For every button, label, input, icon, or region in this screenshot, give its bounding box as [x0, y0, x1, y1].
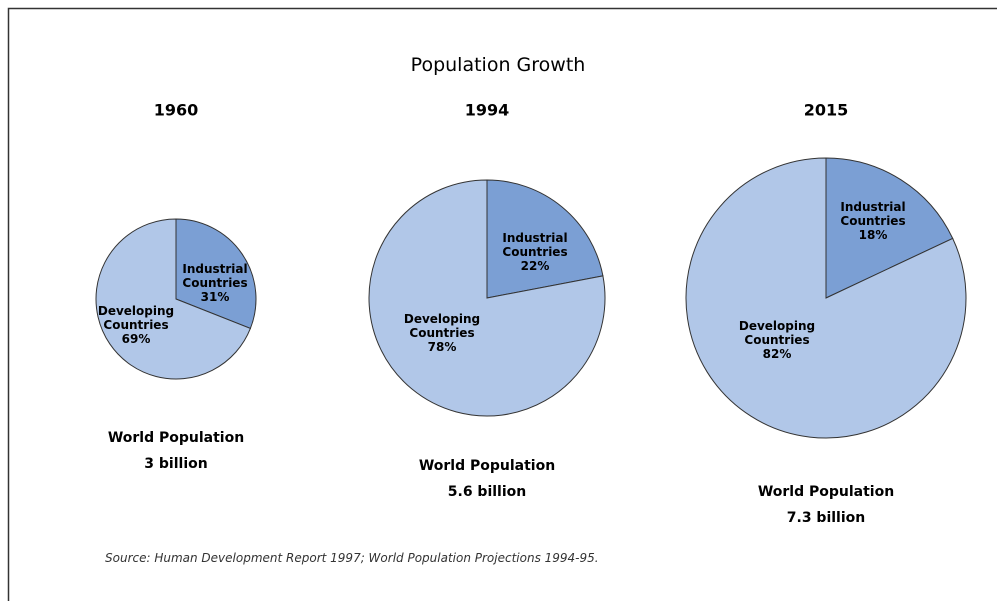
pie-slice [825, 157, 954, 299]
pie-slice [685, 157, 967, 439]
source-note: Source: Human Development Report 1997; W… [105, 551, 599, 565]
caption-line: World Population [107, 430, 245, 446]
slice-label: Developing Countries 69% [91, 304, 181, 346]
frame [7, 7, 997, 601]
pie-slice [486, 179, 604, 299]
slice-category: Developing Countries [738, 319, 816, 347]
slice-value: 31% [200, 290, 230, 304]
slice-category: Industrial Countries [182, 262, 248, 290]
slice-value: 18% [858, 228, 888, 242]
slice-label: Developing Countries 78% [397, 312, 487, 354]
pie-title: 2015 [803, 100, 849, 120]
caption-line: 7.3 billion [786, 510, 866, 526]
chart-title: Population Growth [410, 54, 586, 76]
pie-title: 1994 [464, 100, 510, 120]
slice-value: 69% [121, 332, 151, 346]
slice-value: 78% [427, 340, 457, 354]
slice-label: Industrial Countries 18% [828, 200, 918, 242]
caption-line: World Population [418, 458, 556, 474]
slice-category: Industrial Countries [502, 231, 568, 259]
slice-category: Developing Countries [403, 312, 481, 340]
pie-slice [175, 218, 257, 330]
pie-slice [95, 218, 252, 380]
caption-line: 5.6 billion [447, 484, 527, 500]
slice-label: Industrial Countries 22% [490, 231, 580, 273]
pie-slice [368, 179, 606, 417]
slice-label: Developing Countries 82% [732, 319, 822, 361]
slice-category: Developing Countries [97, 304, 175, 332]
slice-value: 22% [520, 259, 550, 273]
slice-category: Industrial Countries [840, 200, 906, 228]
caption-line: World Population [757, 484, 895, 500]
caption-line: 3 billion [144, 456, 208, 472]
pie-title: 1960 [153, 100, 199, 120]
slice-value: 82% [762, 347, 792, 361]
slice-label: Industrial Countries 31% [170, 262, 260, 304]
